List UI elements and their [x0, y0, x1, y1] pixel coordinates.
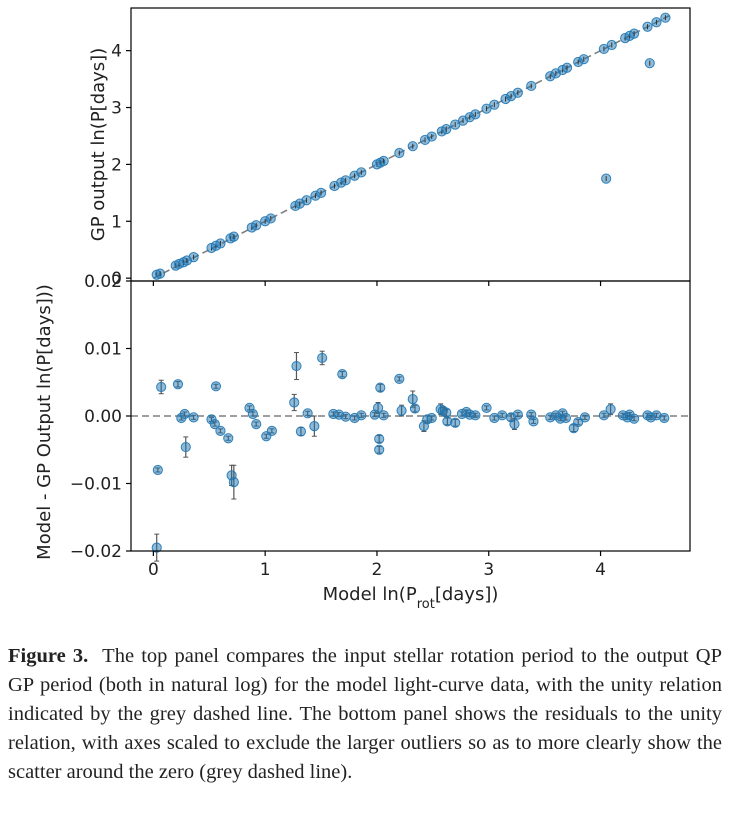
- residual-point: [598, 410, 610, 421]
- residual-point: [209, 419, 220, 430]
- residual-point: [394, 373, 405, 384]
- residual-point: [289, 397, 300, 408]
- residual-point: [426, 412, 437, 424]
- residual-point: [497, 410, 508, 421]
- residual-point: [528, 416, 539, 427]
- residual-point: [309, 421, 320, 432]
- residual-point: [375, 382, 386, 393]
- residual-point: [407, 394, 418, 405]
- bottom-y-tick-label: −0.01: [70, 475, 122, 495]
- figure-caption: Figure 3. The top panel compares the inp…: [8, 642, 722, 788]
- bottom-x-tick-label: 2: [372, 560, 383, 580]
- top-y-axis-label: GP output ln(P[days]): [88, 48, 109, 241]
- residual-point: [291, 360, 302, 372]
- bottom-x-tick-label: 3: [483, 560, 494, 580]
- residual-point: [156, 381, 167, 393]
- residual-point: [152, 464, 163, 476]
- bottom-y-tick-label: 0.00: [84, 407, 122, 427]
- residual-point: [374, 433, 385, 445]
- residual-point: [579, 412, 591, 423]
- residual-point: [372, 402, 384, 413]
- residual-point: [560, 412, 572, 424]
- bottom-y-axis-label: Model - GP Output ln(P[days])): [34, 284, 55, 560]
- residual-point: [374, 444, 385, 455]
- residual-point: [247, 408, 258, 420]
- residual-point: [151, 542, 162, 553]
- residual-point: [659, 412, 670, 424]
- residual-point: [441, 407, 452, 418]
- residual-point: [215, 425, 226, 436]
- bottom-x-tick-label: 4: [595, 560, 606, 580]
- residual-point: [509, 419, 520, 430]
- top-y-tick-label: 2: [111, 155, 122, 175]
- bottom-y-tick-label: 0.02: [84, 272, 122, 292]
- top-y-tick-label: 4: [111, 42, 122, 62]
- residual-point: [188, 412, 199, 423]
- residual-point: [512, 409, 523, 420]
- top-panel: 0 1 2 3 4GP output ln(P[days]): [88, 7, 691, 289]
- residual-point: [210, 381, 222, 392]
- residual-point: [450, 417, 461, 428]
- residual-point: [409, 403, 421, 414]
- residual-point: [302, 408, 313, 419]
- top-y-tick-label: 1: [111, 212, 122, 232]
- bottom-x-tick-label: 1: [260, 560, 271, 580]
- bottom-x-axis-label: Model ln(Prot[days]): [323, 584, 499, 612]
- residual-point: [317, 352, 328, 364]
- residual-point: [629, 413, 640, 424]
- residual-point: [337, 369, 348, 380]
- residual-point: [228, 477, 239, 488]
- residual-point: [481, 402, 492, 413]
- residual-point: [605, 404, 616, 415]
- residual-point: [378, 410, 389, 421]
- residual-point: [470, 410, 481, 421]
- top-y-tick-label: 0: [111, 269, 122, 289]
- residual-point: [223, 433, 234, 444]
- residual-point: [295, 426, 307, 437]
- residual-point: [180, 441, 191, 453]
- top-y-tick-label: 3: [111, 99, 122, 119]
- residual-point: [266, 425, 277, 436]
- bottom-x-tick-label: 0: [148, 560, 159, 580]
- residual-point: [356, 410, 367, 421]
- residual-point: [179, 408, 190, 420]
- residual-point: [396, 405, 407, 416]
- residual-point: [340, 411, 351, 422]
- bottom-y-tick-label: 0.01: [84, 340, 122, 360]
- residual-point: [251, 419, 262, 430]
- bottom-y-tick-label: −0.02: [70, 542, 122, 562]
- caption-text: The top panel compares the input stellar…: [8, 645, 722, 784]
- caption-label: Figure 3.: [8, 645, 89, 667]
- residual-point: [172, 379, 184, 390]
